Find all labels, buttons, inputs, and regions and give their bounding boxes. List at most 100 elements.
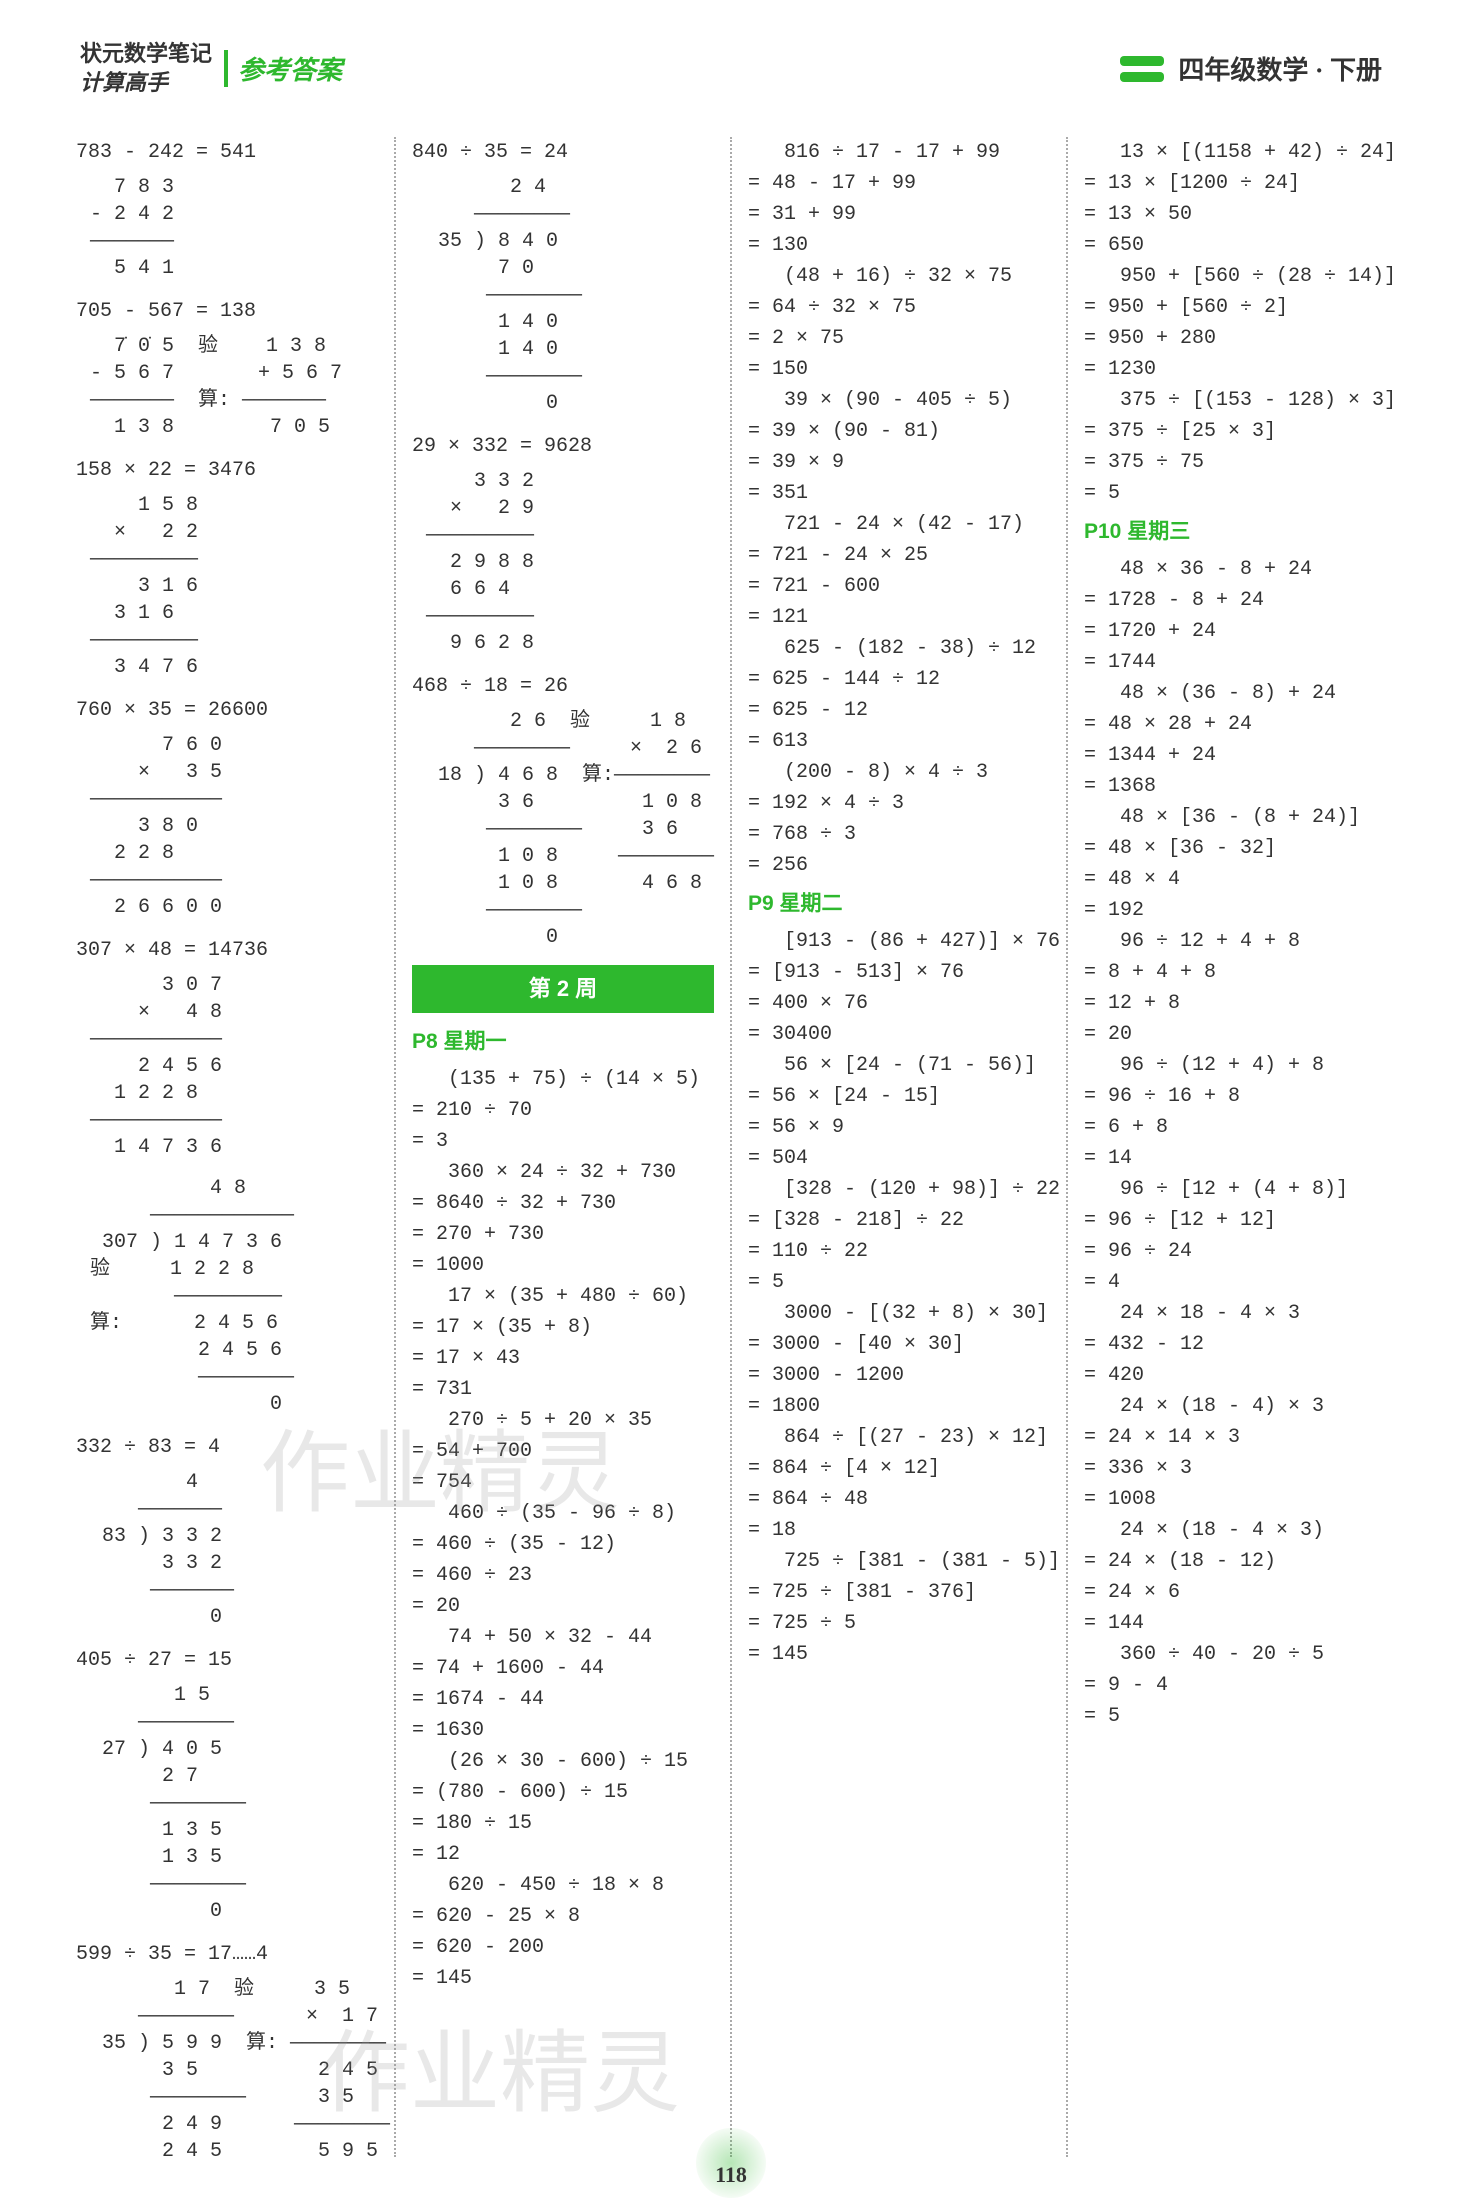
equation-line: = 24 × 6 (1084, 1577, 1386, 1608)
equation: 158 × 22 = 3476 (76, 455, 378, 486)
equation-line: = 192 (1084, 895, 1386, 926)
equation-line: = 130 (748, 230, 1050, 261)
vertical-calc: 7 8 3 - 2 4 2 ——————— 5 4 1 (90, 174, 378, 282)
equation-line: = 432 - 12 (1084, 1329, 1386, 1360)
vertical-calc: 2 4 ———————— 35 ) 8 4 0 7 0 ———————— 1 4… (426, 174, 714, 417)
page-number: 118 (715, 2162, 747, 2188)
equation-line: = 96 ÷ 16 + 8 (1084, 1081, 1386, 1112)
equation-line: = 180 ÷ 15 (412, 1808, 714, 1839)
equation-line: = 864 ÷ [4 × 12] (748, 1453, 1050, 1484)
equation-line: = 17 × (35 + 8) (412, 1312, 714, 1343)
equation-line: = 950 + 280 (1084, 323, 1386, 354)
equation-line: = 5 (1084, 1701, 1386, 1732)
equation-line: = 18 (748, 1515, 1050, 1546)
equation-line: 360 × 24 ÷ 32 + 730 (412, 1157, 714, 1188)
equation-line: = 39 × (90 - 81) (748, 416, 1050, 447)
equation-line: = 17 × 43 (412, 1343, 714, 1374)
equation: 840 ÷ 35 = 24 (412, 137, 714, 168)
equation-line: = 150 (748, 354, 1050, 385)
equation-line: 48 × 36 - 8 + 24 (1084, 554, 1386, 585)
equation-line: = 375 ÷ [25 × 3] (1084, 416, 1386, 447)
equation-line: = 351 (748, 478, 1050, 509)
equation-line: = 754 (412, 1467, 714, 1498)
equation-line: = 1008 (1084, 1484, 1386, 1515)
equation-line: 17 × (35 + 480 ÷ 60) (412, 1281, 714, 1312)
equation-line: = 13 × [1200 ÷ 24] (1084, 168, 1386, 199)
equation-line: = 768 ÷ 3 (748, 819, 1050, 850)
equation-line: = 721 - 24 × 25 (748, 540, 1050, 571)
equation: 405 ÷ 27 = 15 (76, 1645, 378, 1676)
equation-line: = 210 ÷ 70 (412, 1095, 714, 1126)
equation-line: = 460 ÷ (35 - 12) (412, 1529, 714, 1560)
equation-line: 56 × [24 - (71 - 56)] (748, 1050, 1050, 1081)
equation-line: = 1368 (1084, 771, 1386, 802)
equation-line: (26 × 30 - 600) ÷ 15 (412, 1746, 714, 1777)
header-left: 状元数学笔记 计算高手 参考答案 (80, 40, 342, 97)
equation-line: = 336 × 3 (1084, 1453, 1386, 1484)
equation: 783 - 242 = 541 (76, 137, 378, 168)
equation-line: [913 - (86 + 427)] × 76 (748, 926, 1050, 957)
equation-line: = 30400 (748, 1019, 1050, 1050)
equation-line: = 1720 + 24 (1084, 616, 1386, 647)
column-1: 783 - 242 = 541 7 8 3 - 2 4 2 ——————— 5 … (60, 137, 396, 2157)
answer-label: 参考答案 (224, 50, 342, 87)
equation: 29 × 332 = 9628 (412, 431, 714, 462)
equation-line: = 121 (748, 602, 1050, 633)
equation-line: = 192 × 4 ÷ 3 (748, 788, 1050, 819)
equation-line: = 12 (412, 1839, 714, 1870)
equation: 760 × 35 = 26600 (76, 695, 378, 726)
equation-line: = 625 - 144 ÷ 12 (748, 664, 1050, 695)
equation-line: = 1630 (412, 1715, 714, 1746)
equation-line: = 4 (1084, 1267, 1386, 1298)
vertical-calc: 1 5 8 × 2 2 ————————— 3 1 6 3 1 6 ——————… (90, 492, 378, 681)
equation-line: = 48 × 4 (1084, 864, 1386, 895)
equation-line: = 5 (748, 1267, 1050, 1298)
equation-line: = 1728 - 8 + 24 (1084, 585, 1386, 616)
equation-line: = 620 - 25 × 8 (412, 1901, 714, 1932)
section-p9: P9 星期二 (748, 887, 1050, 922)
content-columns: 783 - 242 = 541 7 8 3 - 2 4 2 ——————— 5 … (60, 137, 1402, 2157)
equation-line: = 110 ÷ 22 (748, 1236, 1050, 1267)
equation-line: 721 - 24 × (42 - 17) (748, 509, 1050, 540)
equation-line: = 54 + 700 (412, 1436, 714, 1467)
equation-line: = 48 × [36 - 32] (1084, 833, 1386, 864)
equation-line: 96 ÷ 12 + 4 + 8 (1084, 926, 1386, 957)
equation-line: = 1800 (748, 1391, 1050, 1422)
equation-line: = 12 + 8 (1084, 988, 1386, 1019)
column-4: 13 × [(1158 + 42) ÷ 24]= 13 × [1200 ÷ 24… (1068, 137, 1402, 2157)
equation-line: 96 ÷ (12 + 4) + 8 (1084, 1050, 1386, 1081)
equation-line: 24 × (18 - 4) × 3 (1084, 1391, 1386, 1422)
equation-line: = 20 (1084, 1019, 1386, 1050)
equation-line: = 3 (412, 1126, 714, 1157)
equation-line: = 460 ÷ 23 (412, 1560, 714, 1591)
equation-line: = 2 × 75 (748, 323, 1050, 354)
equation-line: (48 + 16) ÷ 32 × 75 (748, 261, 1050, 292)
equation-line: = 145 (748, 1639, 1050, 1670)
equation-line: = 8640 ÷ 32 + 730 (412, 1188, 714, 1219)
equation-line: = 625 - 12 (748, 695, 1050, 726)
equation-line: 3000 - [(32 + 8) × 30] (748, 1298, 1050, 1329)
equation-line: 375 ÷ [(153 - 128) × 3] (1084, 385, 1386, 416)
equation-line: 13 × [(1158 + 42) ÷ 24] (1084, 137, 1386, 168)
title-line1: 状元数学笔记 (80, 40, 212, 69)
equation-line: 725 ÷ [381 - (381 - 5)] (748, 1546, 1050, 1577)
equation-line: = 1230 (1084, 354, 1386, 385)
equation-line: = 144 (1084, 1608, 1386, 1639)
equation-line: = 14 (1084, 1143, 1386, 1174)
equation-line: 270 ÷ 5 + 20 × 35 (412, 1405, 714, 1436)
accent-bars-icon (1120, 56, 1164, 82)
equation-line: = 24 × (18 - 12) (1084, 1546, 1386, 1577)
equation-line: = 3000 - 1200 (748, 1360, 1050, 1391)
header-right: 四年级数学 · 下册 (1120, 50, 1382, 87)
vertical-calc: 1 5 ———————— 27 ) 4 0 5 2 7 ———————— 1 3… (90, 1682, 378, 1925)
section-p10: P10 星期三 (1084, 515, 1386, 550)
page-header: 状元数学笔记 计算高手 参考答案 四年级数学 · 下册 (60, 40, 1402, 97)
equation-line: = 650 (1084, 230, 1386, 261)
equation-line: = 31 + 99 (748, 199, 1050, 230)
equation-line: = 56 × 9 (748, 1112, 1050, 1143)
vertical-calc: 3 3 2 × 2 9 ————————— 2 9 8 8 6 6 4 ————… (426, 468, 714, 657)
equation-line: 360 ÷ 40 - 20 ÷ 5 (1084, 1639, 1386, 1670)
equation: 468 ÷ 18 = 26 (412, 671, 714, 702)
equation-line: = 950 + [560 ÷ 2] (1084, 292, 1386, 323)
equation-line: (200 - 8) × 4 ÷ 3 (748, 757, 1050, 788)
